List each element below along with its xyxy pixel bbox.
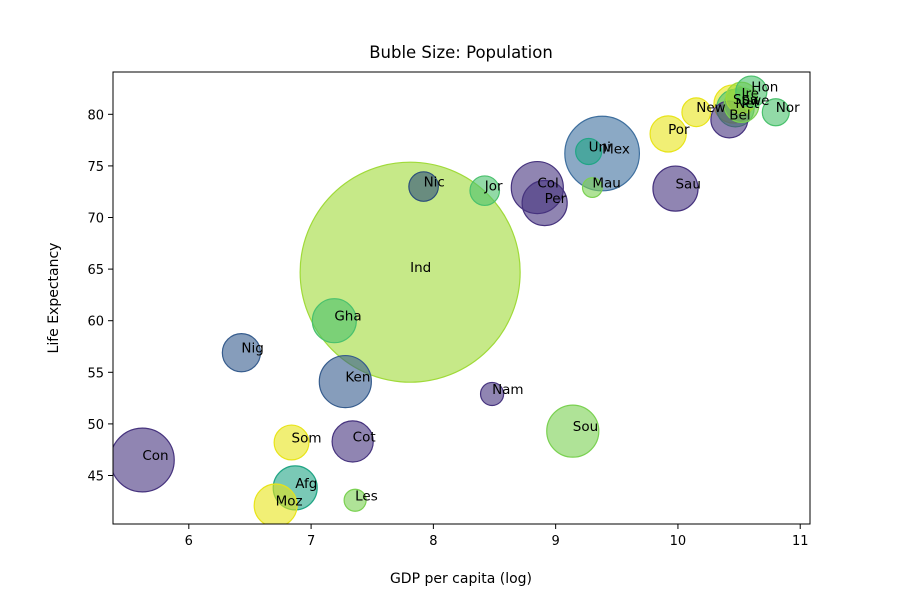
bubble-label-net: Net: [735, 96, 759, 112]
y-tick-label: 80: [87, 108, 104, 123]
bubble-label-spa: Spa: [733, 92, 758, 108]
plot-frame: [112, 71, 811, 525]
y-tick-label: 50: [87, 418, 104, 433]
x-axis-ticks: 6 7 8 9 10 11: [185, 524, 809, 549]
bubble-mau: [581, 177, 603, 199]
bubble-jor: [469, 175, 501, 207]
y-tick-label: 45: [87, 469, 104, 484]
bubble-som: [273, 424, 310, 461]
bubble-label-les: Les: [355, 488, 378, 504]
bubble-label-sou: Sou: [573, 419, 598, 435]
x-tick-label: 6: [185, 534, 193, 549]
bubble-sou: [546, 404, 600, 458]
bubble-cot: [331, 420, 374, 463]
bubble-label-som: Som: [292, 430, 322, 446]
bubble-label-jor: Jor: [484, 179, 503, 195]
bubble-label-nam: Nam: [492, 382, 524, 398]
bubble-label-cot: Cot: [353, 429, 376, 445]
bubble-label-gha: Gha: [334, 309, 361, 325]
bubble-label-uni: Uni: [589, 139, 611, 155]
y-tick-label: 65: [87, 263, 104, 278]
bubble-con: [113, 427, 175, 493]
bubble-label-mau: Mau: [592, 176, 620, 192]
y-axis-label: Life Expectancy: [46, 243, 62, 354]
bubble-label-nig: Nig: [241, 341, 263, 357]
bubble-nig: [221, 333, 262, 373]
bubble-label-hon: Hon: [751, 80, 778, 96]
bubble-les: [343, 488, 367, 512]
x-tick-label: 8: [429, 534, 437, 549]
bubble-label-ire: Ire: [742, 86, 760, 102]
bubble-label-bel: Bel: [729, 107, 750, 123]
bubble-label-nor: Nor: [776, 100, 800, 116]
chart-title: Buble Size: Population: [369, 43, 553, 62]
bubble-uni: [575, 137, 603, 166]
bubble-label-mex: Mex: [602, 142, 630, 158]
x-tick-label: 11: [792, 534, 809, 549]
x-tick-label: 9: [552, 534, 560, 549]
bubble-label-ken: Ken: [345, 370, 370, 386]
bubble-label-afg: Afg: [295, 476, 317, 492]
bubble-nam: [479, 381, 505, 407]
bubble-new: [681, 97, 712, 128]
y-tick-label: 60: [87, 315, 104, 330]
bubble-nor: [761, 98, 790, 127]
bubble-label-con: Con: [142, 448, 168, 464]
y-tick-label: 55: [87, 366, 104, 381]
bubble-sau: [652, 165, 699, 212]
bubble-label-por: Por: [668, 122, 690, 138]
bubble-layer: [113, 75, 790, 524]
bubble-hon: [735, 75, 768, 108]
x-axis-label: GDP per capita (log): [390, 571, 532, 587]
bubble-gha: [311, 298, 357, 344]
y-axis-ticks: 45 50 55 60 65 70 75 80: [87, 108, 113, 484]
bubble-nic: [408, 171, 439, 202]
y-tick-label: 70: [87, 212, 104, 227]
bubble-label-layer: Ind Mex Con Ken Col Sou Afg Per Gha Sau Moz Cot Nig P…: [142, 80, 800, 510]
bubble-label-moz: Moz: [276, 493, 303, 509]
x-tick-label: 10: [670, 534, 687, 549]
bubble-label-ind: Ind: [410, 260, 431, 276]
bubble-label-col: Col: [537, 176, 558, 192]
bubble-por: [649, 115, 687, 153]
bubble-ken: [318, 354, 372, 409]
bubble-per: [521, 179, 568, 227]
bubble-label-nic: Nic: [424, 175, 445, 191]
y-tick-label: 75: [87, 160, 104, 175]
bubble-label-swe: Swe: [742, 93, 770, 109]
x-tick-label: 7: [307, 534, 315, 549]
bubble-label-per: Per: [545, 191, 567, 207]
bubble-label-sau: Sau: [675, 177, 700, 193]
bubble-moz: [253, 483, 298, 524]
bubble-label-new: New: [696, 100, 725, 116]
